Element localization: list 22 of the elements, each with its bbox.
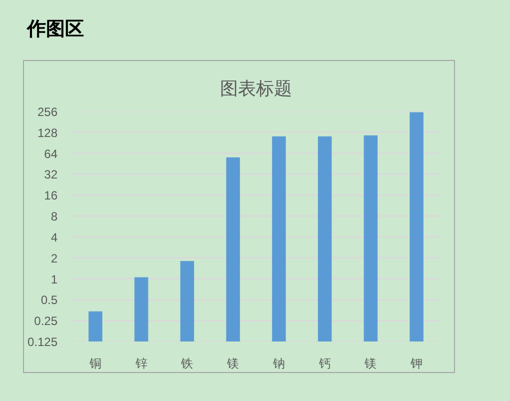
y-tick-label: 2	[50, 251, 58, 266]
y-tick-label: 128	[37, 126, 58, 140]
y-tick-label: 256	[37, 105, 58, 119]
x-tick-label: 钾	[410, 356, 423, 370]
y-tick-label: 4	[50, 230, 58, 244]
x-tick-label: 钠	[272, 356, 285, 370]
chart-title: 图表标题	[220, 78, 292, 98]
y-tick-label: 16	[44, 188, 58, 203]
y-tick-label: 1	[50, 272, 58, 286]
x-tick-label: 铁	[180, 356, 194, 370]
x-tick-label: 锌	[134, 356, 148, 370]
y-tick-label: 8	[50, 210, 58, 224]
y-tick-label: 32	[44, 168, 58, 182]
y-tick-label: 0.5	[40, 293, 58, 308]
x-tick-label: 铜	[88, 356, 102, 370]
y-tick-label: 64	[44, 146, 58, 161]
text: 作图区	[27, 18, 84, 42]
x-tick-label: 镁	[226, 356, 240, 370]
x-tick-label: 镁	[364, 356, 377, 370]
x-tick-label: 钙	[318, 356, 331, 370]
y-tick-label: 0.125	[27, 335, 58, 349]
y-tick-label: 0.25	[34, 314, 58, 328]
